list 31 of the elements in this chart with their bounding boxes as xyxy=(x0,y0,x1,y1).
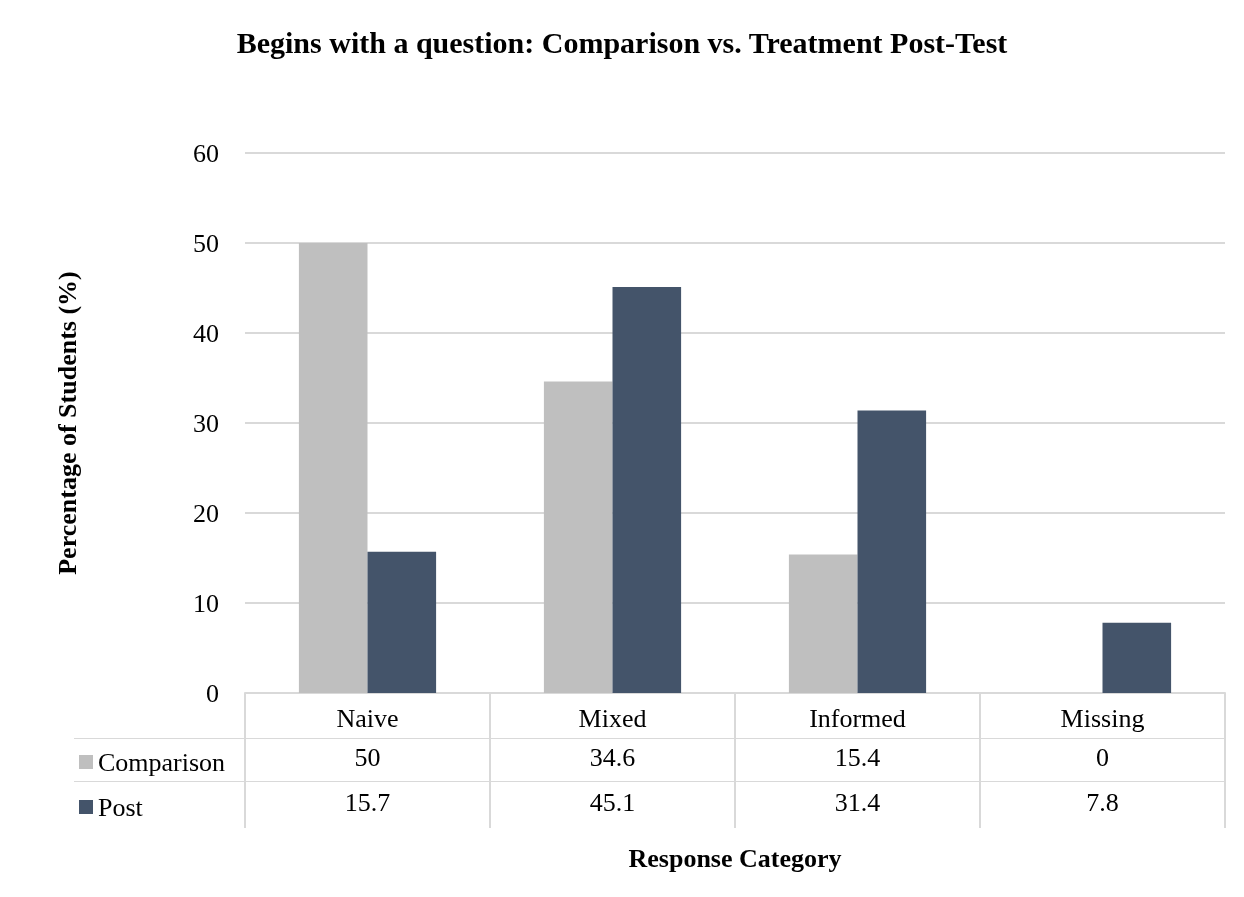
bar xyxy=(788,554,858,693)
bar xyxy=(1102,622,1172,693)
legend-label: Comparison xyxy=(98,747,226,777)
y-tick-label: 40 xyxy=(193,318,219,348)
x-axis-title: Response Category xyxy=(628,843,842,873)
data-label: 31.4 xyxy=(834,788,881,818)
y-tick-label: 0 xyxy=(206,678,219,708)
data-label: 15.7 xyxy=(344,788,391,818)
x-tick-label: Missing xyxy=(1060,703,1145,733)
y-tick-label: 20 xyxy=(193,498,219,528)
x-tick-label: Informed xyxy=(809,703,906,733)
y-tick-label: 10 xyxy=(193,588,219,618)
legend-label: Post xyxy=(98,792,144,822)
bar xyxy=(857,410,927,693)
bar xyxy=(298,243,368,693)
chart-title: Begins with a question: Comparison vs. Treatment Post-Test xyxy=(236,25,1008,59)
data-label: 7.8 xyxy=(1086,788,1119,818)
data-label: 50 xyxy=(354,743,381,773)
y-tick-label: 60 xyxy=(193,138,219,168)
data-label: 34.6 xyxy=(589,743,636,773)
y-tick-label: 50 xyxy=(193,228,219,258)
y-axis-title: Percentage of Students (%) xyxy=(52,271,82,575)
bar xyxy=(543,381,613,693)
data-label: 15.4 xyxy=(834,743,881,773)
data-label: 0 xyxy=(1096,743,1109,773)
x-tick-label: Mixed xyxy=(578,703,647,733)
x-tick-label: Naive xyxy=(336,703,399,733)
bar xyxy=(367,551,437,693)
bar xyxy=(612,287,682,693)
y-tick-label: 30 xyxy=(193,408,219,438)
data-label: 45.1 xyxy=(589,788,636,818)
